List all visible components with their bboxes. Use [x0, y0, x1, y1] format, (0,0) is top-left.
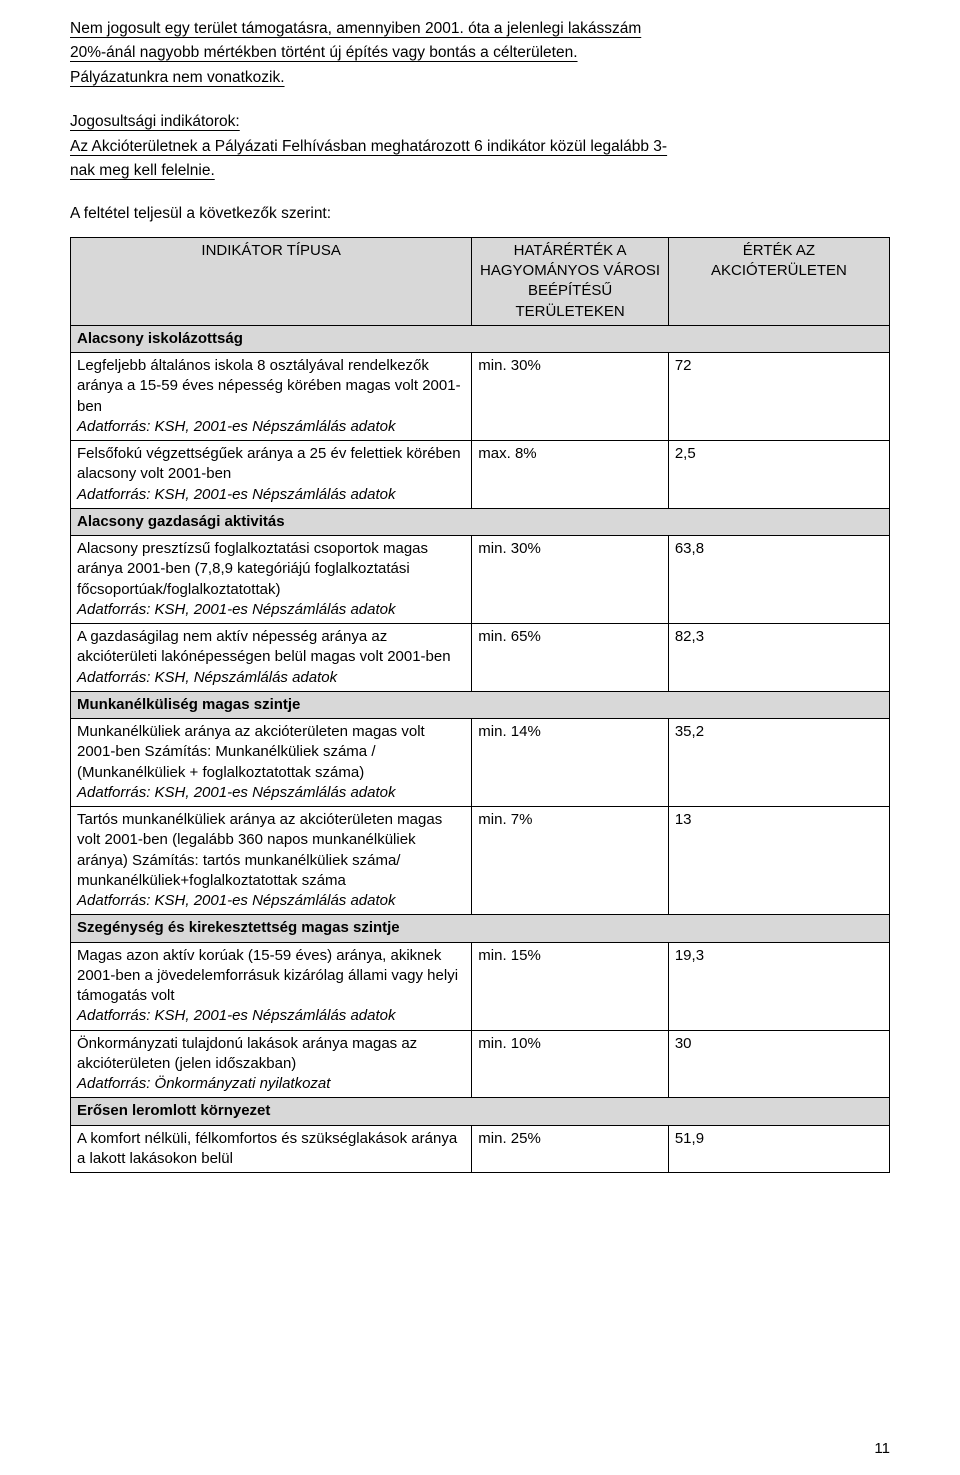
indicator-source: Adatforrás: KSH, Népszámlálás adatok — [77, 669, 337, 686]
indicator-desc: Felsőfokú végzettségűek aránya a 25 év f… — [71, 441, 472, 509]
intro-line: Az Akcióterületnek a Pályázati Felhívásb… — [70, 136, 890, 158]
indicator-desc-text: A komfort nélküli, félkomfortos és szüks… — [77, 1130, 457, 1167]
table-row: Magas azon aktív korúak (15-59 éves) ará… — [71, 942, 890, 1030]
page-number: 11 — [874, 1440, 890, 1457]
indicator-value: 35,2 — [668, 719, 889, 807]
table-row: Munkanélküliek aránya az akcióterületen … — [71, 719, 890, 807]
indicator-desc: Munkanélküliek aránya az akcióterületen … — [71, 719, 472, 807]
indicator-value: 13 — [668, 807, 889, 915]
indicator-value: 63,8 — [668, 536, 889, 624]
indicator-desc: Tartós munkanélküliek aránya az akcióter… — [71, 807, 472, 915]
indicator-threshold: min. 25% — [472, 1125, 669, 1173]
indicator-desc-text: Felsőfokú végzettségűek aránya a 25 év f… — [77, 445, 461, 482]
th-threshold: HATÁRÉRTÉK A HAGYOMÁNYOS VÁROSI BEÉPÍTÉS… — [472, 237, 669, 325]
indicator-value: 82,3 — [668, 624, 889, 692]
indicator-desc-text: Önkormányzati tulajdonú lakások aránya m… — [77, 1035, 417, 1072]
table-row: Alacsony presztízsű foglalkoztatási csop… — [71, 536, 890, 624]
indicator-desc-text: Munkanélküliek aránya az akcióterületen … — [77, 723, 425, 781]
intro-line: Pályázatunkra nem vonatkozik. — [70, 67, 890, 89]
table-row: Legfeljebb általános iskola 8 osztályáva… — [71, 353, 890, 441]
intro-line: Nem jogosult egy terület támogatásra, am… — [70, 18, 890, 40]
th-type: INDIKÁTOR TÍPUSA — [71, 237, 472, 325]
indicator-desc-text: Alacsony presztízsű foglalkoztatási csop… — [77, 540, 428, 598]
indicator-value: 72 — [668, 353, 889, 441]
indicator-threshold: min. 14% — [472, 719, 669, 807]
intro-line: 20%-ánál nagyobb mértékben történt új ép… — [70, 42, 890, 64]
section-title-row: Alacsony gazdasági aktivitás — [71, 508, 890, 535]
th-value: ÉRTÉK AZ AKCIÓTERÜLETEN — [668, 237, 889, 325]
indicator-desc-text: Legfeljebb általános iskola 8 osztályáva… — [77, 357, 461, 415]
indicator-threshold: min. 10% — [472, 1030, 669, 1098]
intro-block-2: Jogosultsági indikátorok: Az Akcióterüle… — [70, 111, 890, 182]
indicator-value: 30 — [668, 1030, 889, 1098]
intro-line: Jogosultsági indikátorok: — [70, 111, 890, 133]
indicator-threshold: min. 15% — [472, 942, 669, 1030]
indicator-desc-text: Tartós munkanélküliek aránya az akcióter… — [77, 811, 442, 889]
indicator-desc: A gazdaságilag nem aktív népesség aránya… — [71, 624, 472, 692]
indicator-source: Adatforrás: KSH, 2001-es Népszámlálás ad… — [77, 486, 396, 503]
indicator-source: Adatforrás: KSH, 2001-es Népszámlálás ad… — [77, 418, 396, 435]
indicator-source: Adatforrás: KSH, 2001-es Népszámlálás ad… — [77, 892, 396, 909]
table-row: Önkormányzati tulajdonú lakások aránya m… — [71, 1030, 890, 1098]
table-row: Felsőfokú végzettségűek aránya a 25 év f… — [71, 441, 890, 509]
table-row: A gazdaságilag nem aktív népesség aránya… — [71, 624, 890, 692]
section-title-row: Szegénység és kirekesztettség magas szin… — [71, 915, 890, 942]
indicator-value: 51,9 — [668, 1125, 889, 1173]
intro-line: nak meg kell felelnie. — [70, 160, 890, 182]
indicator-source: Adatforrás: KSH, 2001-es Népszámlálás ad… — [77, 601, 396, 618]
condition-line: A feltétel teljesül a következők szerint… — [70, 205, 890, 223]
indicator-threshold: min. 65% — [472, 624, 669, 692]
indicator-threshold: min. 7% — [472, 807, 669, 915]
section-title-row: Erősen leromlott környezet — [71, 1098, 890, 1125]
indicator-table: INDIKÁTOR TÍPUSA HATÁRÉRTÉK A HAGYOMÁNYO… — [70, 237, 890, 1173]
section-title: Erősen leromlott környezet — [71, 1098, 890, 1125]
indicator-desc: A komfort nélküli, félkomfortos és szüks… — [71, 1125, 472, 1173]
indicator-threshold: max. 8% — [472, 441, 669, 509]
indicator-desc: Önkormányzati tulajdonú lakások aránya m… — [71, 1030, 472, 1098]
document-page: Nem jogosult egy terület támogatásra, am… — [0, 0, 960, 1475]
section-title-row: Alacsony iskolázottság — [71, 325, 890, 352]
section-title-row: Munkanélküliség magas szintje — [71, 691, 890, 718]
indicator-desc: Legfeljebb általános iskola 8 osztályáva… — [71, 353, 472, 441]
intro-block-1: Nem jogosult egy terület támogatásra, am… — [70, 18, 890, 89]
indicator-source: Adatforrás: KSH, 2001-es Népszámlálás ad… — [77, 1007, 396, 1024]
indicator-desc: Magas azon aktív korúak (15-59 éves) ará… — [71, 942, 472, 1030]
indicator-desc-text: Magas azon aktív korúak (15-59 éves) ará… — [77, 947, 458, 1005]
indicator-value: 19,3 — [668, 942, 889, 1030]
section-title: Szegénység és kirekesztettség magas szin… — [71, 915, 890, 942]
indicator-value: 2,5 — [668, 441, 889, 509]
table-row: A komfort nélküli, félkomfortos és szüks… — [71, 1125, 890, 1173]
table-header-row: INDIKÁTOR TÍPUSA HATÁRÉRTÉK A HAGYOMÁNYO… — [71, 237, 890, 325]
indicator-source: Adatforrás: Önkormányzati nyilatkozat — [77, 1075, 330, 1092]
indicator-desc-text: A gazdaságilag nem aktív népesség aránya… — [77, 628, 451, 665]
section-title: Alacsony iskolázottság — [71, 325, 890, 352]
table-row: Tartós munkanélküliek aránya az akcióter… — [71, 807, 890, 915]
section-title: Munkanélküliség magas szintje — [71, 691, 890, 718]
indicator-source: Adatforrás: KSH, 2001-es Népszámlálás ad… — [77, 784, 396, 801]
indicator-threshold: min. 30% — [472, 536, 669, 624]
indicator-desc: Alacsony presztízsű foglalkoztatási csop… — [71, 536, 472, 624]
indicator-threshold: min. 30% — [472, 353, 669, 441]
section-title: Alacsony gazdasági aktivitás — [71, 508, 890, 535]
